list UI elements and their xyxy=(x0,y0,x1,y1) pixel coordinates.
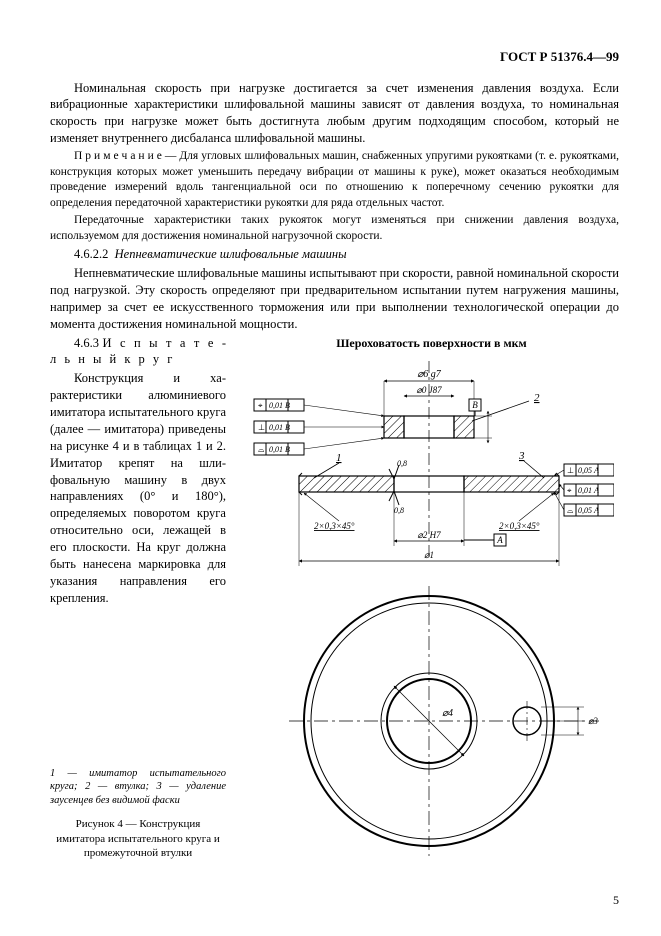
tol-box-b1: ⌖ 0,01 В xyxy=(254,399,384,416)
roughness-title: Шероховатость поверхности в мкм xyxy=(244,335,619,351)
document-id: ГОСТ Р 51376.4—99 xyxy=(50,48,619,66)
svg-text:⊥: ⊥ xyxy=(567,466,574,475)
chamfer-l: 2×0,3×45° xyxy=(314,521,355,531)
sec-4622-num: 4.6.2.2 xyxy=(74,247,108,261)
note-1: П р и м е ч а н и е — Для угловых шлифов… xyxy=(50,149,619,211)
datum-b: В xyxy=(472,400,478,410)
svg-text:⊥: ⊥ xyxy=(258,423,265,432)
svg-text:0,01 В: 0,01 В xyxy=(269,401,290,410)
tech-drawing-top: ⌀6 g7 ⌀0 J87 В 2 ⌖ 0,01 В ⊥ xyxy=(244,361,614,581)
sec-463-num: 4.6.3 xyxy=(74,336,99,350)
para-1: Номинальная скорость при нагрузке достиг… xyxy=(50,80,619,148)
svg-text:0,05 А: 0,05 А xyxy=(578,466,599,475)
svg-text:0,05 А: 0,05 А xyxy=(578,506,599,515)
svg-text:⌓: ⌓ xyxy=(567,506,574,515)
svg-text:0,8: 0,8 xyxy=(394,506,404,515)
callout-3: 3 xyxy=(518,450,525,462)
tol-box-a2: ⌖ 0,01 А xyxy=(559,484,614,496)
tol-box-b3: ⌓ 0,01 В xyxy=(254,438,384,455)
dim-d0j87: ⌀0 J87 xyxy=(416,385,442,395)
chamfer-r: 2×0,3×45° xyxy=(499,521,540,531)
sec-463-heading: 4.6.3 И с п ы т а т е ­л ь н ы й к р у г xyxy=(50,335,226,369)
svg-text:0,01 В: 0,01 В xyxy=(269,445,290,454)
figure-caption: Рисунок 4 — Конструкция имитатора испыта… xyxy=(50,817,226,860)
dim-d2h7: ⌀2 H7 xyxy=(417,530,441,540)
figure-legend: 1 — имитатор испытательного круга; 2 — в… xyxy=(50,767,226,808)
sec-4622-heading: 4.6.2.2 Непневматические шлифовальные ма… xyxy=(50,246,619,263)
dim-d1: ⌀1 xyxy=(424,550,434,560)
datum-a: А xyxy=(496,535,503,545)
callout-1: 1 xyxy=(336,452,342,464)
dim-d3: ⌀3 xyxy=(588,716,598,726)
tech-drawing-bottom: ⌀4 ⌀3 xyxy=(244,581,614,861)
svg-text:0,8: 0,8 xyxy=(397,459,407,468)
svg-text:⌖: ⌖ xyxy=(258,401,263,410)
svg-text:⌖: ⌖ xyxy=(567,486,572,495)
callout-2: 2 xyxy=(534,392,540,404)
page-number: 5 xyxy=(613,892,619,908)
tol-box-b2: ⊥ 0,01 В xyxy=(254,421,384,433)
left-text-column: 4.6.3 И с п ы т а т е ­л ь н ы й к р у г… xyxy=(50,335,226,863)
dim-d4: ⌀4 xyxy=(442,708,453,719)
svg-text:0,01 А: 0,01 А xyxy=(578,486,599,495)
para-4622: Непневматические шлифовальные машины исп… xyxy=(50,265,619,333)
svg-text:0,01 В: 0,01 В xyxy=(269,423,290,432)
tol-box-a1: ⊥ 0,05 А xyxy=(554,464,614,476)
note-2: Передаточные характеристики таких рукоят… xyxy=(50,213,619,244)
para-463: Конструкция и ха­рактеристики алюминие­в… xyxy=(50,370,226,606)
dim-d6g7: ⌀6 g7 xyxy=(417,369,442,380)
figure-area: Шероховатость поверхности в мкм xyxy=(244,335,619,863)
sec-4622-title: Непневматические шлифовальные машины xyxy=(115,247,347,261)
svg-text:⌓: ⌓ xyxy=(258,445,265,454)
